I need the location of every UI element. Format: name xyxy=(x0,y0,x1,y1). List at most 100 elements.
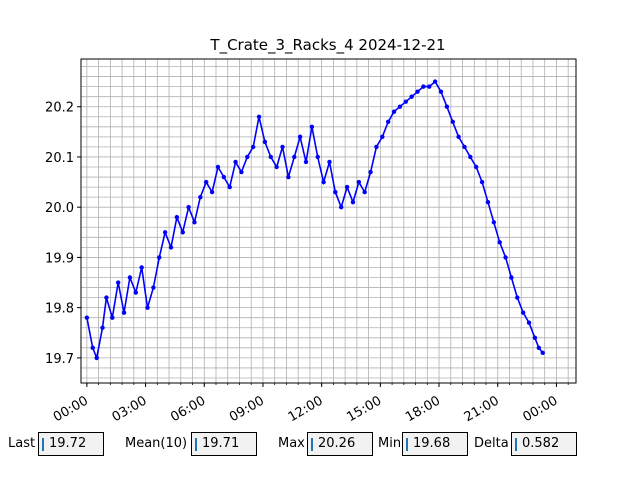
data-point xyxy=(133,290,138,295)
data-point xyxy=(509,275,514,280)
data-point xyxy=(444,104,450,109)
data-point xyxy=(491,220,497,225)
max-label: Max xyxy=(278,436,305,451)
data-point xyxy=(239,169,244,175)
x-tick-label: 12:00 xyxy=(286,393,326,425)
series-line xyxy=(84,79,545,361)
data-point xyxy=(315,154,320,160)
data-point xyxy=(403,99,408,104)
x-tick-label: 18:00 xyxy=(403,393,443,425)
text-cursor xyxy=(406,438,408,451)
max-value-field[interactable]: 20.26 xyxy=(307,432,373,456)
data-point xyxy=(121,310,127,315)
mean-value-field[interactable]: 19.71 xyxy=(191,432,257,456)
data-point xyxy=(245,154,250,160)
data-point xyxy=(474,164,479,170)
delta-value-field[interactable]: 0.582 xyxy=(511,432,577,456)
x-tick-label: 00:00 xyxy=(520,393,560,425)
data-point xyxy=(368,169,373,175)
data-point xyxy=(385,119,391,124)
delta-value: 0.582 xyxy=(522,436,560,451)
x-tick-label: 21:00 xyxy=(462,393,502,425)
chart-title: T_Crate_3_Racks_4 2024-12-21 xyxy=(209,36,445,55)
x-tick-label: 15:00 xyxy=(344,393,384,425)
data-point xyxy=(468,154,473,160)
x-tick-label: 03:00 xyxy=(110,393,150,425)
data-point xyxy=(84,315,90,320)
data-point xyxy=(515,295,520,300)
data-point xyxy=(192,220,197,225)
data-point xyxy=(186,204,191,210)
last-value: 19.72 xyxy=(49,436,87,451)
data-point xyxy=(227,184,232,190)
text-cursor xyxy=(42,438,44,451)
data-point xyxy=(90,345,95,351)
data-point xyxy=(485,199,491,205)
data-point xyxy=(536,345,542,351)
data-point xyxy=(157,255,162,260)
text-cursor xyxy=(195,438,197,451)
data-point xyxy=(339,204,344,210)
data-point xyxy=(327,159,332,165)
min-label: Min xyxy=(378,436,402,451)
grid xyxy=(81,59,576,383)
y-tick-label: 20.2 xyxy=(45,101,74,116)
data-point xyxy=(309,124,315,130)
data-point xyxy=(344,184,350,190)
x-tick-label: 06:00 xyxy=(168,393,208,425)
data-point xyxy=(221,174,227,180)
x-tick-label: 09:00 xyxy=(227,393,267,425)
data-point xyxy=(286,174,291,180)
text-cursor xyxy=(515,438,517,451)
data-point xyxy=(415,89,420,94)
data-point xyxy=(503,255,508,260)
min-value: 19.68 xyxy=(413,436,451,451)
data-point xyxy=(432,79,438,84)
last-label: Last xyxy=(8,436,36,451)
data-point xyxy=(292,154,297,160)
y-tick-label: 19.9 xyxy=(45,251,74,266)
data-point xyxy=(303,159,309,165)
data-point xyxy=(438,89,444,94)
data-point xyxy=(127,275,133,280)
y-tick-label: 20.0 xyxy=(45,201,74,216)
data-point xyxy=(274,164,279,170)
data-point xyxy=(250,144,256,150)
data-point xyxy=(215,164,221,170)
data-point xyxy=(162,230,168,235)
plot-area-frame xyxy=(80,58,577,384)
data-point xyxy=(456,134,461,140)
data-point xyxy=(380,134,385,140)
data-point xyxy=(350,199,356,205)
text-cursor xyxy=(311,438,313,451)
data-point xyxy=(209,189,215,195)
data-point xyxy=(409,94,414,99)
data-point xyxy=(526,320,532,325)
min-value-field[interactable]: 19.68 xyxy=(402,432,468,456)
data-point xyxy=(479,179,485,185)
stats-bar: Last 19.72 Mean(10) 19.71 Max 20.26 Min … xyxy=(0,432,640,458)
data-point xyxy=(427,84,432,89)
data-point xyxy=(397,104,403,109)
data-point xyxy=(198,194,203,200)
last-value-field[interactable]: 19.72 xyxy=(38,432,104,456)
data-point xyxy=(356,179,362,185)
data-point xyxy=(540,350,545,356)
data-point xyxy=(104,295,109,300)
mean-label: Mean(10) xyxy=(125,436,188,451)
data-point xyxy=(497,240,502,245)
data-point xyxy=(362,189,367,195)
data-point xyxy=(145,305,150,310)
data-point xyxy=(151,285,156,290)
max-value: 20.26 xyxy=(318,436,356,451)
data-point xyxy=(233,159,238,165)
data-point xyxy=(139,265,144,270)
axis-ticks: 00:00 03:00 06:00 09:00 12:00 15:00 18:00 21:00… xyxy=(45,101,569,425)
data-point xyxy=(520,310,526,315)
data-point xyxy=(168,245,174,250)
data-point xyxy=(268,154,273,160)
data-point xyxy=(321,179,326,185)
data-point xyxy=(100,325,105,330)
data-point xyxy=(421,84,426,89)
